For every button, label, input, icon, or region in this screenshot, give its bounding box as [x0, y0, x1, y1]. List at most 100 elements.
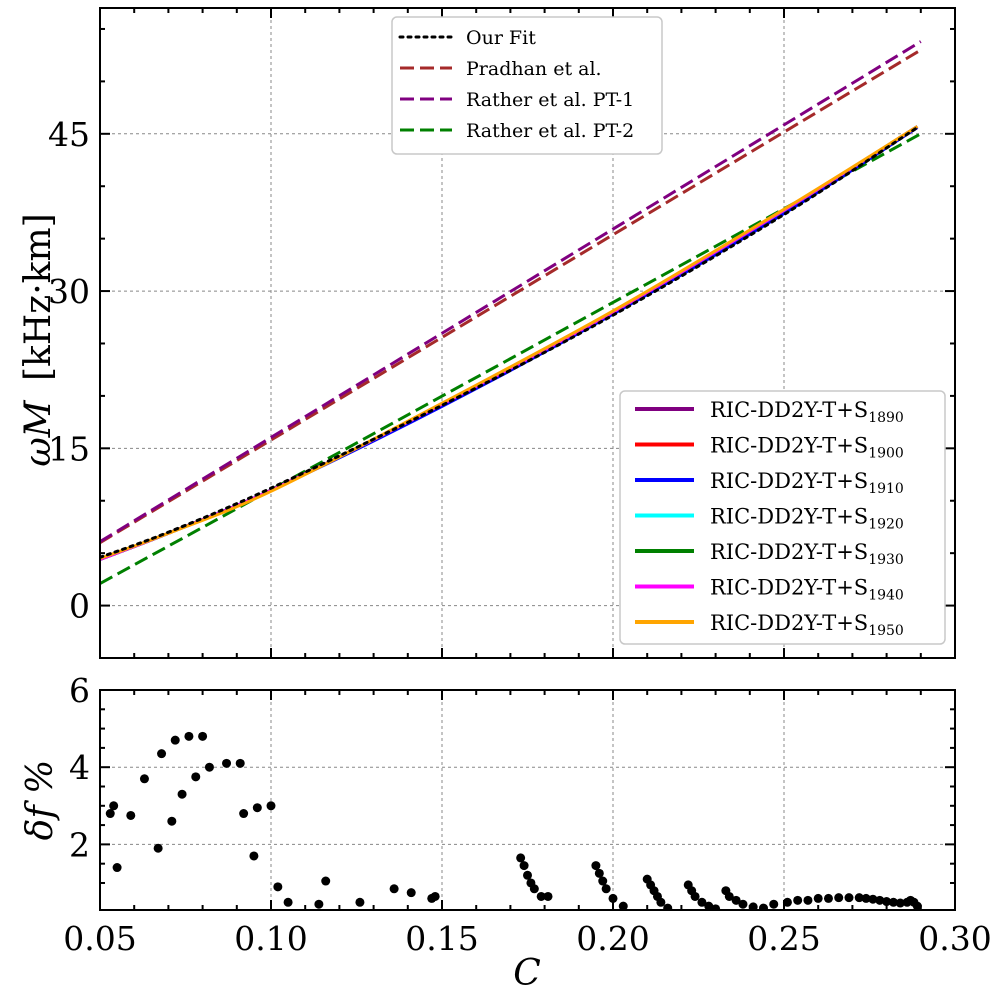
bottom-x-tick-label: 0.10: [234, 919, 307, 958]
top-ticks: [99, 8, 956, 659]
legend-top-label: Pradhan et al.: [466, 58, 602, 80]
deviation-point: [249, 851, 259, 861]
deviation-point: [283, 897, 293, 907]
legend-top-label: Rather et al. PT-2: [466, 120, 634, 142]
legend-top-label: Our Fit: [466, 27, 536, 49]
deviation-point: [516, 853, 526, 863]
deviation-point: [888, 897, 898, 907]
deviation-point: [591, 861, 601, 871]
legend-top-label: Rather et al. PT-1: [466, 89, 634, 111]
deviation-point: [769, 899, 779, 909]
deviation-point: [177, 789, 187, 799]
series-line-rather-et-al-pt-2: [100, 132, 922, 585]
deviation-point: [198, 731, 208, 741]
deviation-point: [167, 816, 177, 826]
deviation-point: [239, 809, 249, 819]
deviation-point: [112, 863, 122, 873]
deviation-point: [273, 882, 283, 892]
top-y-tick-label: 30: [48, 272, 90, 311]
deviation-point: [601, 884, 611, 894]
deviation-point: [321, 876, 331, 886]
deviation-point: [314, 899, 324, 909]
deviation-point: [157, 749, 167, 759]
deviation-point: [406, 888, 416, 898]
deviation-point: [834, 893, 844, 903]
legend-top-box: [391, 16, 663, 155]
legend-right-box: [619, 390, 946, 645]
deviation-point: [697, 897, 707, 907]
legend-right-label: RIC-DD2Y-T+S1900: [710, 434, 904, 462]
deviation-point: [663, 903, 673, 910]
bottom-y-axis-label: δf %: [20, 760, 61, 841]
bottom-y-tick-label: 4: [69, 748, 90, 787]
bottom-x-tick-labels: 0.05 0.10 0.15 0.20 0.25 0.30: [63, 919, 991, 958]
top-series: [100, 40, 922, 585]
deviation-point: [139, 774, 149, 784]
deviation-point: [204, 762, 214, 772]
deviation-point: [912, 901, 922, 910]
legend-top: Our Fit Pradhan et al. Rather et al. PT-1 R…: [391, 16, 663, 155]
legend-right: RIC-DD2Y-T+S1890 RIC-DD2Y-T+S1900 RIC-DD2Y…: [619, 390, 946, 645]
deviation-point: [523, 870, 532, 880]
bottom-y-tick-label: 2: [69, 825, 90, 864]
top-y-tick-labels: 0 15 30 45: [48, 115, 90, 626]
deviation-point: [252, 803, 262, 813]
deviation-point: [519, 861, 529, 871]
bottom-x-tick-label: 0.30: [918, 919, 991, 958]
legend-right-label: RIC-DD2Y-T+S1920: [710, 505, 904, 533]
legend-right-label: RIC-DD2Y-T+S1940: [710, 576, 904, 604]
deviation-point: [529, 884, 539, 894]
deviation-point: [782, 897, 792, 907]
series-line-rather-et-al-pt-1: [100, 40, 922, 543]
bottom-x-tick-label: 0.20: [576, 919, 649, 958]
deviation-point: [109, 801, 119, 811]
series-line-ric-dd2y-t-s1950: [100, 125, 919, 560]
deviation-point: [235, 758, 245, 768]
deviation-point: [105, 809, 115, 819]
top-frame: [99, 7, 956, 659]
deviation-point: [184, 731, 194, 741]
bottom-x-tick-label: 0.15: [405, 919, 478, 958]
deviation-point: [882, 897, 892, 907]
deviation-point: [844, 893, 854, 903]
top-y-axis-label: ωM [kHz·km]: [18, 213, 59, 466]
deviation-point: [803, 895, 813, 905]
bottom-panel: 2 4 6 0.05 0.10 0.15 0.20 0.25 0.30 δf % C: [20, 671, 992, 994]
deviation-point: [690, 891, 700, 901]
deviation-point: [854, 893, 864, 903]
bottom-x-tick-label: 0.05: [63, 919, 136, 958]
deviation-point: [536, 891, 546, 901]
bottom-ticks: [99, 689, 956, 910]
deviation-point: [704, 901, 714, 910]
deviation-point: [598, 876, 608, 886]
deviation-point: [823, 893, 833, 903]
x-axis-label: C: [513, 953, 541, 994]
deviation-point: [594, 868, 604, 878]
top-y-tick-label: 45: [48, 115, 90, 154]
deviation-point: [191, 772, 201, 782]
series-line-our-fit: [100, 126, 919, 559]
deviation-point: [618, 901, 628, 910]
deviation-point: [656, 897, 666, 907]
deviation-point: [738, 899, 748, 909]
bottom-x-tick-label: 0.25: [747, 919, 820, 958]
legend-right-label: RIC-DD2Y-T+S1950: [710, 611, 904, 639]
legend-right-label: RIC-DD2Y-T+S1910: [710, 469, 904, 497]
bottom-grid: [100, 690, 955, 910]
legend-right-label: RIC-DD2Y-T+S1930: [710, 540, 904, 568]
deviation-point: [126, 810, 136, 820]
deviation-point: [153, 843, 163, 853]
bottom-y-tick-label: 6: [69, 671, 90, 710]
bottom-frame: [99, 689, 956, 911]
deviation-point: [731, 895, 741, 905]
deviation-point: [724, 891, 734, 901]
deviation-point: [430, 891, 440, 901]
deviation-point: [758, 903, 768, 910]
deviation-point: [543, 891, 553, 901]
deviation-point: [266, 801, 276, 811]
deviation-point: [222, 758, 232, 768]
deviation-point: [793, 895, 803, 905]
deviation-point: [895, 898, 905, 908]
top-panel: 0 15 30 45 ωM [kHz·km] Our Fit Pradhan et al…: [18, 7, 956, 659]
